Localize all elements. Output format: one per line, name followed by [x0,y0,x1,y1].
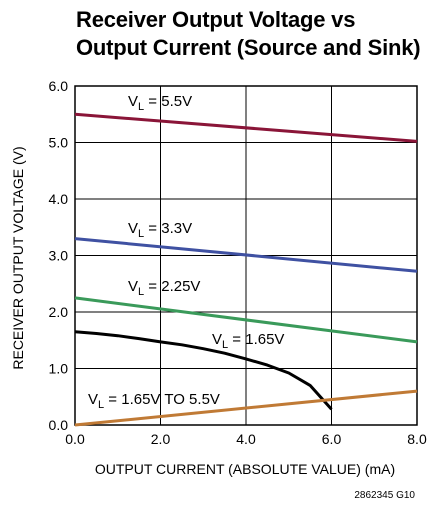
series-annotation-4: VL = 1.65V TO 5.5V [88,391,220,411]
series-line-3 [74,330,333,411]
series-annotation-2: VL = 2.25V [128,278,200,298]
plot-frame [74,85,418,426]
y-tick-label: 1.0 [49,361,69,377]
y-tick-label: 4.0 [49,191,69,207]
x-tick-label: 0.0 [65,431,85,447]
y-tick-label: 6.0 [49,78,69,94]
annotations: VL = 5.5V VL = 3.3V VL = 2.25V VL = 1.65V VL… [88,93,284,411]
series-line-0 [74,112,418,143]
chart-title-line-2: Output Current (Source and Sink) [76,35,421,60]
x-tick-label: 8.0 [407,431,427,447]
series-annotation-0: VL = 5.5V [128,93,192,113]
series-annotation-3: VL = 1.65V [212,331,284,351]
y-tick-label: 2.0 [49,304,69,320]
y-tick-label: 0.0 [49,417,69,433]
series-line-1 [74,237,418,273]
chart-title: Receiver Output Voltage vs Output Curren… [76,6,426,62]
y-tick-labels: 0.0 1.0 2.0 3.0 4.0 5.0 6.0 [49,78,69,433]
y-axis-label: RECEIVER OUTPUT VOLTAGE (V) [10,146,26,369]
x-tick-label: 6.0 [322,431,342,447]
series-line-4 [74,389,418,427]
series-group [74,112,418,427]
figure-id: 2862345 G10 [354,490,415,501]
x-tick-label: 2.0 [151,431,171,447]
y-tick-label: 3.0 [49,248,69,264]
x-tick-labels: 0.0 2.0 4.0 6.0 8.0 [65,431,427,447]
x-axis-label: OUTPUT CURRENT (ABSOLUTE VALUE) (mA) [95,461,395,477]
series-annotation-1: VL = 3.3V [128,220,192,240]
y-tick-label: 5.0 [49,135,69,151]
series-line-2 [74,296,418,344]
x-tick-label: 4.0 [236,431,256,447]
chart-title-line-1: Receiver Output Voltage vs [76,7,356,32]
